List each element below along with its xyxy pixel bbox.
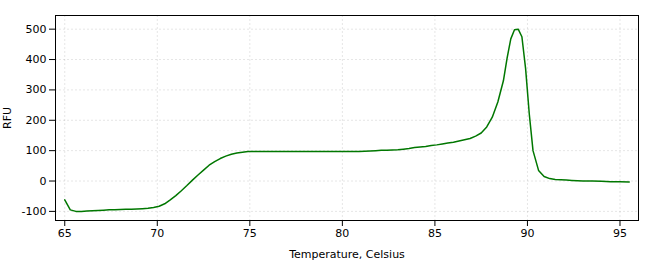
svg-text:80: 80 — [335, 227, 349, 240]
svg-text:500: 500 — [26, 23, 47, 36]
svg-text:100: 100 — [26, 144, 47, 157]
svg-text:65: 65 — [58, 227, 72, 240]
svg-text:85: 85 — [428, 227, 442, 240]
svg-text:-100: -100 — [22, 205, 47, 218]
svg-text:75: 75 — [243, 227, 257, 240]
svg-text:90: 90 — [520, 227, 534, 240]
svg-text:Temperature, Celsius: Temperature, Celsius — [288, 248, 405, 260]
svg-text:0: 0 — [40, 175, 47, 188]
svg-text:70: 70 — [150, 227, 164, 240]
svg-text:200: 200 — [26, 114, 47, 127]
svg-text:300: 300 — [26, 83, 47, 96]
svg-text:RFU: RFU — [1, 107, 14, 129]
svg-text:400: 400 — [26, 53, 47, 66]
svg-text:95: 95 — [613, 227, 627, 240]
